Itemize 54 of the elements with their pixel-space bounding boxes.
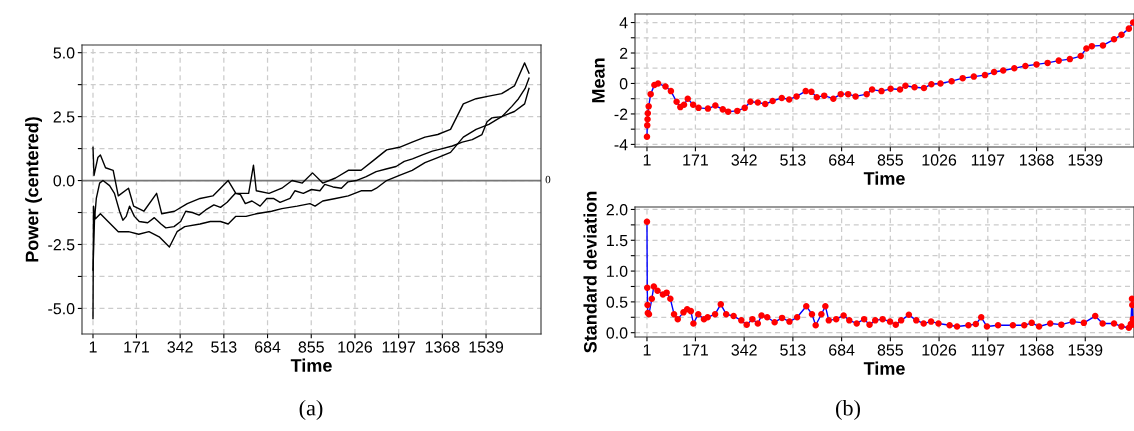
y-axis-title: Power (centered) — [25, 117, 42, 262]
x-tick-label: 1539 — [1068, 154, 1103, 166]
x-tick-label: 1197 — [382, 341, 416, 353]
y-tick-label: 1.0 — [607, 265, 628, 278]
y-axis-title: Standard deviation — [583, 191, 597, 353]
x-tick-label: 171 — [124, 341, 149, 353]
x-tick-label: 684 — [829, 344, 855, 356]
x-tick-label: 1 — [89, 341, 97, 353]
x-tick-label: 1 — [643, 154, 651, 166]
y-tick-label: -2.5 — [48, 239, 75, 251]
x-tick-label: 342 — [731, 344, 757, 356]
x-tick-label: 684 — [829, 154, 855, 166]
x-tick-label: 342 — [731, 154, 757, 166]
text: (a) — [299, 399, 323, 421]
y-tick-label: -2 — [614, 108, 628, 120]
y-tick-label: 5.0 — [53, 47, 75, 59]
x-tick-label: 1368 — [1019, 154, 1054, 166]
x-axis-title: Time — [863, 361, 905, 375]
x-tick-label: 1026 — [922, 344, 957, 356]
y-tick-label: -4 — [614, 139, 628, 151]
x-tick-label: 342 — [167, 341, 193, 353]
x-tick-label: 513 — [780, 344, 806, 356]
x-tick-label: 855 — [877, 344, 903, 356]
ref-line-label: 0 — [545, 175, 551, 184]
x-tick-label: 1368 — [425, 341, 460, 353]
x-tick-label: 171 — [683, 344, 708, 356]
y-tick-label: 0.5 — [606, 296, 628, 308]
x-tick-label: 513 — [780, 154, 806, 166]
y-tick-label: 0 — [619, 78, 628, 90]
y-tick-label: -5.0 — [48, 303, 75, 315]
y-tick-label: 1.5 — [607, 235, 628, 247]
x-tick-label: 1539 — [469, 341, 504, 353]
x-tick-label: 855 — [298, 341, 324, 353]
x-tick-label: 1368 — [1019, 344, 1054, 356]
x-axis-title: Time — [863, 171, 905, 185]
y-tick-label: 4 — [619, 17, 628, 29]
x-tick-label: 1 — [643, 344, 651, 356]
x-tick-label: 1026 — [922, 154, 957, 166]
y-tick-label: 2.5 — [53, 111, 75, 123]
y-tick-label: 2 — [619, 47, 628, 59]
y-axis-title: Mean — [592, 58, 605, 103]
x-axis-title: Time — [290, 358, 332, 372]
y-tick-label: 0.0 — [53, 175, 75, 187]
y-tick-label: 0.0 — [606, 327, 628, 339]
x-tick-label: 1026 — [338, 341, 373, 353]
x-tick-label: 513 — [211, 341, 237, 353]
x-tick-label: 855 — [877, 154, 903, 166]
x-tick-label: 1197 — [971, 344, 1005, 356]
y-tick-label: 2.0 — [606, 204, 628, 216]
x-tick-label: 684 — [255, 341, 281, 353]
text: (b) — [836, 399, 860, 421]
x-tick-label: 1197 — [971, 154, 1005, 166]
x-tick-label: 1539 — [1068, 344, 1103, 356]
x-tick-label: 171 — [683, 154, 708, 166]
